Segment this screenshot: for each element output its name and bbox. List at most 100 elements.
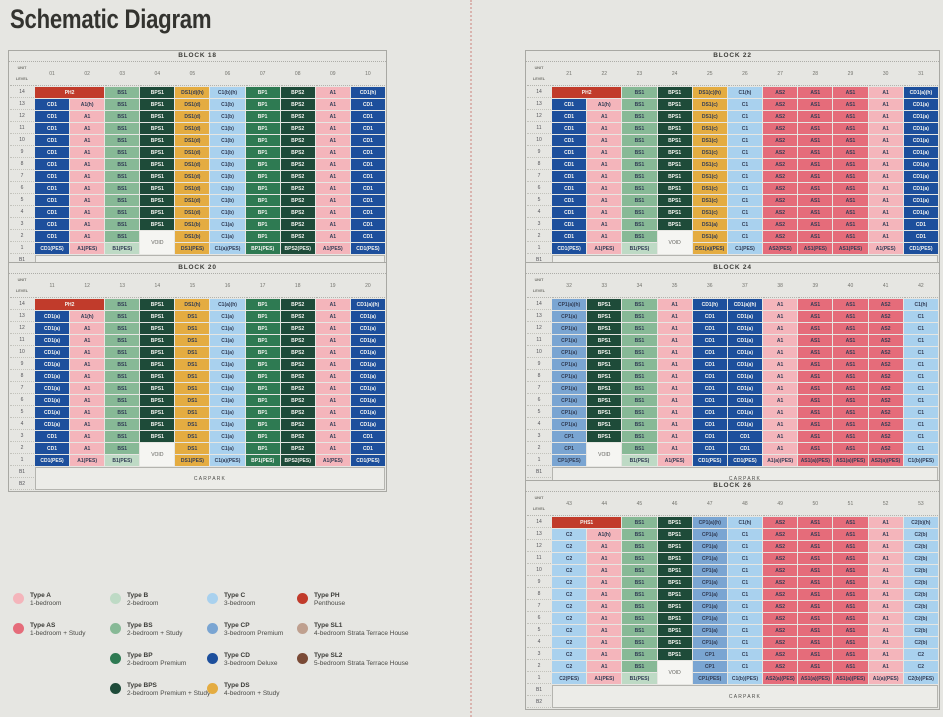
unit-cell: A1	[868, 147, 903, 158]
unit-cell: A1	[315, 195, 350, 206]
unit-cell: BS1	[622, 87, 657, 98]
unit-cell: CD1(a)	[350, 371, 385, 382]
carpark-cell: CARPARK	[552, 685, 938, 708]
unit-cell: C2	[552, 529, 587, 540]
unit-cell: A1	[70, 443, 105, 454]
unit-cell: A1	[70, 323, 105, 334]
unit-cell: A1	[657, 347, 692, 358]
legend-item: Type PH Penthouse	[297, 592, 477, 609]
unit-cell: AS2	[868, 371, 903, 382]
unit-cell: AS1	[833, 601, 868, 612]
unit-cell: AS2	[868, 359, 903, 370]
unit-cell: A1	[868, 123, 903, 134]
unit-cell: A1	[587, 183, 622, 194]
unit-cell: BPS2	[280, 99, 315, 110]
unit-cell: BP1	[245, 335, 280, 346]
level-label: 4	[10, 419, 34, 430]
unit-cell: PH2	[552, 87, 622, 98]
unit-cell: AS1	[798, 195, 833, 206]
unit-cell: A1	[315, 311, 350, 322]
unit-cell: C1(a)	[210, 219, 245, 230]
legend-color-dot	[297, 593, 308, 604]
unit-cell: BPS1	[657, 649, 692, 660]
unit-cell: BS1	[105, 171, 140, 182]
unit-cell: AS2	[868, 431, 903, 442]
unit-cell: BP1	[245, 99, 280, 110]
unit-cell: CD1(a)(h)	[727, 299, 763, 310]
level-label: 9	[527, 359, 551, 370]
level-label: 12	[10, 323, 34, 334]
unit-cell: CP1(a)(h)	[692, 517, 727, 528]
unit-cell: C1	[727, 661, 763, 672]
unit-cell: CD1	[350, 431, 385, 442]
unit-cell: C1	[727, 123, 763, 134]
unit-cell: C1(b)(PES)	[727, 673, 763, 684]
legend-type-label: Type CP	[224, 621, 250, 629]
unit-cell: BS1	[622, 443, 657, 454]
unit-cell: CD1	[552, 231, 587, 242]
level-label: 9	[527, 577, 551, 588]
unit-cell: AS1	[798, 541, 833, 552]
unit-cell: CD1(a)	[727, 395, 763, 406]
unit-cell: BPS1	[587, 347, 622, 358]
unit-cell: A1	[587, 207, 622, 218]
unit-cell: A1	[868, 577, 903, 588]
unit-cell: BPS1	[140, 195, 175, 206]
level-label: 5	[527, 625, 551, 636]
unit-cell: CP1(PES)	[552, 455, 587, 466]
unit-cell: BP1	[245, 395, 280, 406]
unit-cell: A1	[868, 219, 903, 230]
unit-cell: C1(b)	[210, 99, 245, 110]
unit-cell: CD1	[350, 195, 385, 206]
unit-cell: AS1	[833, 383, 868, 394]
unit-cell: CD1(a)	[903, 147, 938, 158]
unit-cell: BS1	[622, 541, 657, 552]
legend-item: Type BS 2-bedroom + Study	[110, 622, 207, 639]
unit-level-header: UNIT LEVEL	[527, 493, 551, 516]
unit-cell: A1	[315, 87, 350, 98]
column-number: 25	[692, 63, 727, 86]
unit-cell: A1	[587, 219, 622, 230]
legend-type-label: Type BP	[127, 651, 153, 659]
unit-cell: CD1	[692, 419, 727, 430]
unit-cell: A1	[657, 371, 692, 382]
unit-cell: A1	[315, 159, 350, 170]
level-label: 8	[527, 371, 551, 382]
unit-cell: BPS2	[280, 231, 315, 242]
unit-cell: A1	[868, 99, 903, 110]
unit-cell: AS2	[763, 529, 798, 540]
unit-cell: CD1(a)	[35, 335, 70, 346]
unit-cell: AS1(PES)	[833, 243, 868, 254]
unit-cell: BPS1	[140, 219, 175, 230]
unit-cell: A1	[868, 135, 903, 146]
level-label: 9	[10, 359, 34, 370]
unit-cell: A1	[315, 335, 350, 346]
unit-cell: C2	[903, 661, 938, 672]
unit-cell: A1	[763, 299, 798, 310]
legend-type-description: 1-bedroom + Study	[30, 630, 86, 638]
unit-cell: C2(b)	[903, 613, 938, 624]
unit-cell: A1	[70, 147, 105, 158]
unit-cell: BPS2	[280, 407, 315, 418]
column-number: 11	[35, 275, 70, 298]
unit-cell: BPS1	[657, 577, 692, 588]
level-label: 10	[527, 565, 551, 576]
unit-cell: CP1(a)	[692, 601, 727, 612]
unit-cell: BPS1	[587, 299, 622, 310]
level-label: 2	[527, 443, 551, 454]
unit-cell: CD1(a)	[35, 383, 70, 394]
unit-cell: C1	[727, 553, 763, 564]
unit-cell: AS2	[763, 195, 798, 206]
unit-cell: CD1(a)(h)	[350, 299, 385, 310]
unit-cell: A1(PES)	[587, 243, 622, 254]
unit-cell: BPS1	[587, 311, 622, 322]
level-label: 3	[527, 431, 551, 442]
unit-cell: BPS2	[280, 335, 315, 346]
unit-level-header: UNIT LEVEL	[527, 275, 551, 298]
unit-cell: BPS2	[280, 87, 315, 98]
unit-cell: C1(h)	[727, 87, 763, 98]
unit-cell: AS1	[833, 171, 868, 182]
unit-cell: CP1	[692, 649, 727, 660]
unit-cell: DS1(d)	[175, 171, 210, 182]
unit-cell: CD1(h)	[692, 299, 727, 310]
